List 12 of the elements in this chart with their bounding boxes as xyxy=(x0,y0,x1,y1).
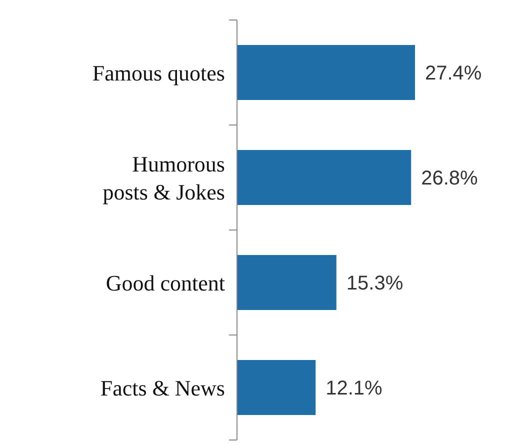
data-label: 15.3% xyxy=(346,272,404,295)
data-label: 27.4% xyxy=(425,62,482,85)
y-tick-label: Famous quotes xyxy=(92,60,225,85)
data-label: 12.1% xyxy=(326,378,383,400)
y-tick-label: Facts & News xyxy=(100,375,225,400)
y-tick-label: Good content xyxy=(106,270,225,295)
y-tick-label: Humorous posts & Jokes xyxy=(102,151,225,204)
bar xyxy=(237,360,316,415)
bar xyxy=(237,150,412,205)
bar xyxy=(237,255,336,310)
bar xyxy=(237,45,415,100)
data-label: 26.8% xyxy=(421,168,478,190)
